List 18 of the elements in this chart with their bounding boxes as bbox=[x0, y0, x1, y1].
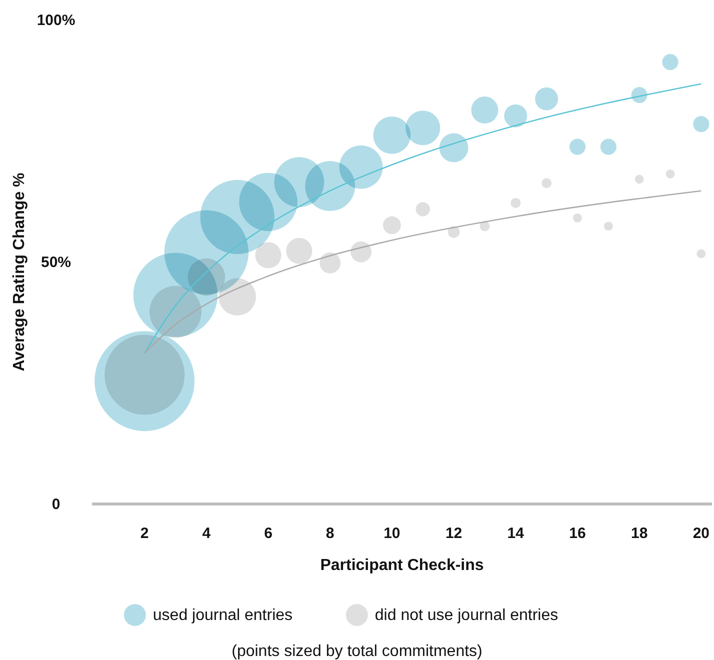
x-tick-label: 20 bbox=[692, 525, 710, 542]
x-tick-label: 10 bbox=[384, 525, 400, 542]
x-tick-label: 16 bbox=[569, 525, 586, 542]
y-tick-label: 0 bbox=[52, 496, 60, 513]
x-tick-label: 4 bbox=[202, 525, 212, 542]
text: (points sized by total commitments) bbox=[232, 643, 482, 660]
y-tick-label: 50% bbox=[40, 254, 72, 271]
y-tick-label: 100% bbox=[36, 12, 76, 29]
x-tick-label: 2 bbox=[140, 525, 149, 542]
y-axis-title: Average Rating Change % bbox=[11, 172, 28, 372]
x-tick-label: 18 bbox=[630, 525, 648, 542]
legend-label: did not use journal entries bbox=[374, 607, 558, 624]
x-tick-label: 6 bbox=[264, 525, 272, 542]
x-axis-title: Participant Check-ins bbox=[320, 557, 484, 574]
x-tick-label: 14 bbox=[507, 525, 525, 542]
legend-label: used journal entries bbox=[152, 607, 293, 624]
x-tick-label: 8 bbox=[326, 525, 334, 542]
x-tick-label: 12 bbox=[445, 525, 462, 542]
